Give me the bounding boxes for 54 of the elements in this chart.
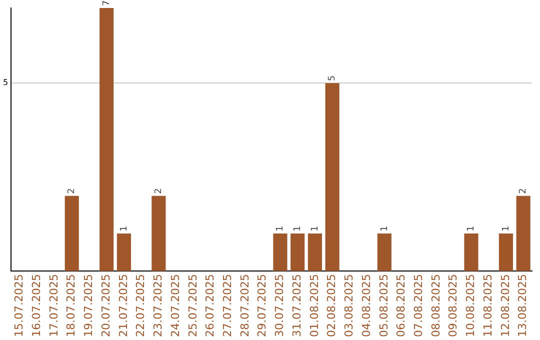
bar <box>290 233 305 272</box>
x-tick-label: 01.08.2025 <box>308 274 321 338</box>
x-tick-label: 20.07.2025 <box>99 274 112 338</box>
bar <box>152 196 166 272</box>
x-tick-label: 16.07.2025 <box>30 274 43 338</box>
x-tick-label: 31.07.2025 <box>290 274 304 338</box>
x-tick-label: 10.08.2025 <box>464 274 478 338</box>
x-tick-label: 23.07.2025 <box>152 274 165 338</box>
x-tick-label: 24.07.2025 <box>168 274 182 338</box>
x-tick-label: 12.08.2025 <box>498 274 512 338</box>
x-tick-label: 21.07.2025 <box>116 274 130 338</box>
bar <box>64 196 79 272</box>
bar <box>516 196 530 272</box>
bar <box>100 8 114 272</box>
x-tick-label: 28.07.2025 <box>238 274 252 338</box>
x-tick-label: 07.08.2025 <box>412 274 425 338</box>
data-label: 1 <box>466 226 477 232</box>
x-tick-label: 30.07.2025 <box>273 274 286 338</box>
x-tick-label: 08.08.2025 <box>429 274 442 338</box>
data-label: 2 <box>154 188 164 194</box>
x-tick-label: 22.07.2025 <box>134 274 148 338</box>
bar <box>308 233 322 272</box>
x-tick-label: 26.07.2025 <box>204 274 217 338</box>
data-label: 1 <box>380 226 390 232</box>
x-tick-label: 02.08.2025 <box>325 274 338 338</box>
data-label: 1 <box>310 226 320 232</box>
x-tick-label: 18.07.2025 <box>64 274 78 338</box>
x-tick-label: 25.07.2025 <box>186 274 200 338</box>
x-tick-label: 05.08.2025 <box>377 274 390 338</box>
x-tick-label: 19.07.2025 <box>82 274 96 338</box>
data-label: 1 <box>292 226 303 232</box>
data-label: 1 <box>119 226 130 232</box>
data-label: 1 <box>501 226 512 232</box>
data-label: 7 <box>102 0 112 6</box>
bar <box>377 233 392 272</box>
bar <box>325 83 340 272</box>
data-label: 5 <box>328 75 338 82</box>
bar <box>498 233 513 272</box>
bar <box>273 233 288 272</box>
x-tick-label: 03.08.2025 <box>342 274 356 338</box>
x-tick-label: 09.08.2025 <box>446 274 460 338</box>
x-tick-label: 11.08.2025 <box>481 274 494 338</box>
bar <box>116 233 131 272</box>
x-tick-label: 13.08.2025 <box>516 274 530 338</box>
x-tick-label: 27.07.2025 <box>220 274 234 338</box>
x-tick-label: 15.07.2025 <box>12 274 26 338</box>
x-tick-label: 17.07.2025 <box>47 274 60 338</box>
bar <box>464 233 478 272</box>
x-tick-label: 06.08.2025 <box>394 274 408 338</box>
data-label: 1 <box>276 226 286 232</box>
data-label: 2 <box>67 188 78 194</box>
data-label: 2 <box>518 188 529 194</box>
x-tick-label: 04.08.2025 <box>360 274 373 338</box>
x-tick-label: 29.07.2025 <box>256 274 269 338</box>
